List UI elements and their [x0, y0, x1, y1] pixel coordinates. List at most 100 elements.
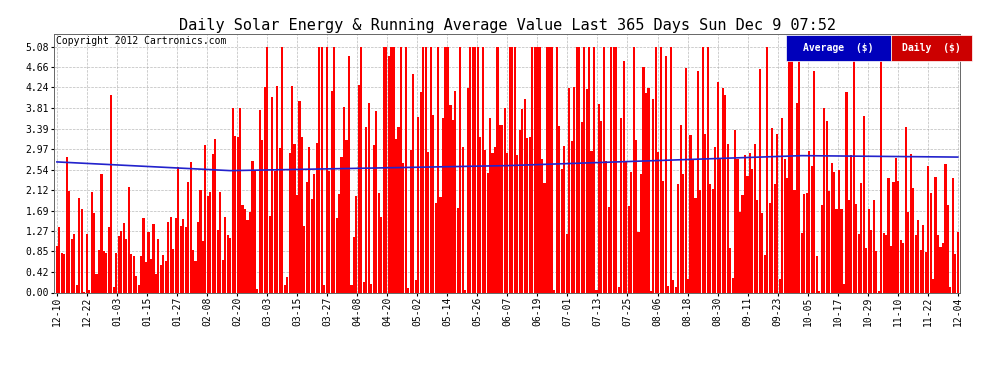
- Bar: [811, 166, 813, 292]
- Bar: [771, 128, 773, 292]
- Bar: [684, 68, 687, 292]
- Bar: [352, 237, 355, 292]
- Bar: [565, 234, 568, 292]
- Bar: [583, 47, 585, 292]
- Bar: [293, 144, 296, 292]
- Bar: [296, 195, 298, 292]
- Bar: [229, 238, 232, 292]
- Bar: [905, 127, 907, 292]
- Bar: [628, 206, 630, 292]
- Bar: [662, 181, 664, 292]
- Bar: [702, 47, 704, 292]
- Bar: [679, 125, 682, 292]
- Bar: [395, 139, 397, 292]
- Bar: [355, 196, 357, 292]
- Bar: [742, 195, 743, 292]
- Bar: [75, 285, 78, 292]
- Bar: [410, 150, 412, 292]
- Bar: [737, 159, 739, 292]
- Bar: [949, 287, 951, 292]
- Text: Average  ($): Average ($): [803, 43, 874, 53]
- Bar: [128, 187, 130, 292]
- Bar: [239, 108, 242, 292]
- Bar: [123, 223, 125, 292]
- Bar: [73, 234, 75, 292]
- Bar: [202, 242, 204, 292]
- Bar: [98, 250, 100, 292]
- Bar: [479, 137, 481, 292]
- Bar: [753, 144, 756, 292]
- Bar: [852, 47, 855, 292]
- Bar: [615, 47, 618, 292]
- Bar: [895, 158, 897, 292]
- Bar: [331, 92, 333, 292]
- Bar: [682, 174, 684, 292]
- Bar: [826, 121, 828, 292]
- Bar: [251, 161, 253, 292]
- Bar: [367, 104, 370, 292]
- Bar: [350, 285, 352, 292]
- Bar: [941, 243, 944, 292]
- Bar: [709, 184, 712, 292]
- Bar: [816, 256, 818, 292]
- Bar: [598, 104, 600, 292]
- Bar: [578, 47, 580, 292]
- Bar: [568, 88, 570, 292]
- Bar: [813, 71, 816, 292]
- Bar: [115, 253, 118, 292]
- Bar: [786, 178, 788, 292]
- Bar: [214, 140, 217, 292]
- Bar: [333, 47, 336, 292]
- Bar: [548, 47, 550, 292]
- Bar: [504, 108, 506, 292]
- Bar: [833, 172, 836, 292]
- Bar: [652, 99, 654, 292]
- Bar: [623, 62, 625, 292]
- Bar: [362, 282, 365, 292]
- Bar: [454, 92, 456, 292]
- Text: Daily  ($): Daily ($): [902, 43, 960, 53]
- Bar: [415, 280, 417, 292]
- Bar: [930, 194, 932, 292]
- Bar: [915, 235, 917, 292]
- Bar: [313, 174, 316, 292]
- Bar: [603, 47, 605, 292]
- Bar: [521, 110, 524, 292]
- Bar: [145, 262, 148, 292]
- Bar: [946, 205, 949, 292]
- Bar: [130, 254, 133, 292]
- Bar: [677, 184, 679, 292]
- Bar: [891, 35, 972, 61]
- Bar: [519, 130, 521, 292]
- Bar: [266, 47, 268, 292]
- Bar: [560, 169, 563, 292]
- Bar: [407, 288, 410, 292]
- Bar: [286, 277, 288, 292]
- Bar: [860, 183, 862, 292]
- Bar: [788, 47, 791, 292]
- Bar: [338, 194, 341, 292]
- Bar: [739, 212, 742, 292]
- Bar: [372, 145, 375, 292]
- Bar: [590, 151, 593, 292]
- Bar: [925, 252, 927, 292]
- Bar: [261, 140, 263, 292]
- Bar: [509, 47, 511, 292]
- Bar: [58, 227, 60, 292]
- Bar: [172, 249, 174, 292]
- Bar: [862, 116, 865, 292]
- Bar: [347, 56, 350, 292]
- Bar: [149, 258, 152, 292]
- Bar: [570, 141, 573, 292]
- Bar: [544, 183, 545, 292]
- Bar: [219, 192, 222, 292]
- Bar: [620, 118, 623, 292]
- Bar: [291, 86, 293, 292]
- Bar: [644, 93, 647, 292]
- Bar: [321, 47, 323, 292]
- Bar: [199, 190, 202, 292]
- Bar: [360, 47, 362, 292]
- Bar: [643, 67, 644, 292]
- Bar: [263, 87, 266, 292]
- Bar: [247, 220, 248, 292]
